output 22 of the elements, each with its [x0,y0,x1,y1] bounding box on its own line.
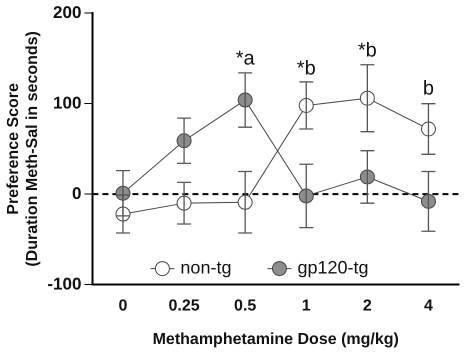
x-tick-label: 0.25 [168,298,200,315]
x-tick-label: 0.5 [234,298,256,315]
y-axis-title: Preference Score (Duration Meth-Sal in seconds) [5,31,42,267]
x-tick-label: 2 [362,298,372,315]
annotation: b [422,77,434,100]
x-tick-label: 1 [302,298,311,315]
x-tick-label: 0 [118,298,128,315]
annotation: *b [358,39,377,62]
y-tick-label: 100 [53,93,82,112]
point [176,196,192,211]
legend-label: non-tg [180,258,232,278]
point [420,122,436,136]
y-tick-label: -100 [47,274,82,294]
y-tick-label: 200 [53,2,82,22]
x-axis-title: Methamphetamine Dose (mg/kg) [152,330,399,348]
annotation: *b [296,57,316,80]
annotation: *a [236,47,256,70]
x-tick-label: 4 [424,298,433,315]
point [176,133,192,148]
point [420,194,436,209]
legend-label: gp120-tg [297,258,369,278]
y-tick-label: 0 [72,184,82,203]
